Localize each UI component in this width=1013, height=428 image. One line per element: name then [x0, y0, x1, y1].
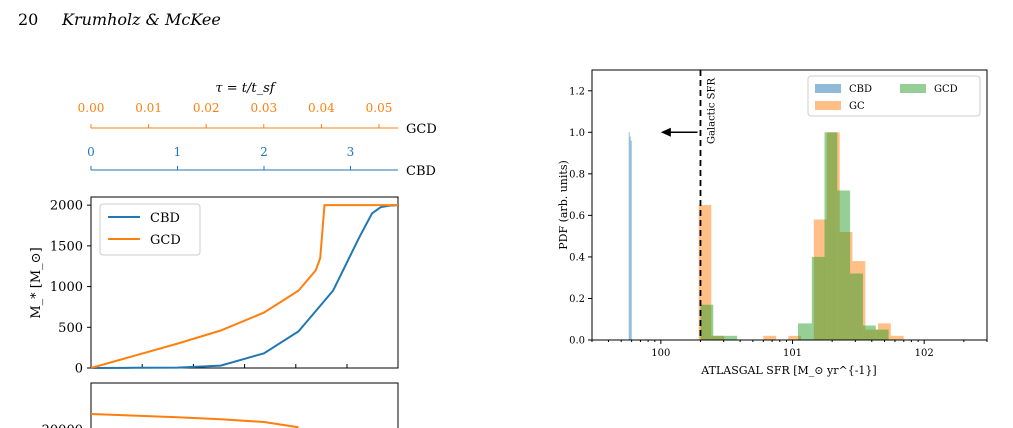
mass-legend: CBD GCD: [99, 203, 201, 256]
gcd-bar: [850, 273, 863, 340]
histogram-bars: [628, 132, 904, 340]
gcd-time-axis-label: GCD: [406, 122, 437, 137]
histogram-y-tick-label: 0.6: [569, 211, 585, 222]
gcd-time-tick-label: 0.04: [308, 101, 335, 115]
cbd-time-ticks: 0 1 2 3: [87, 145, 354, 170]
mass-y-tick-label: 500: [58, 321, 83, 336]
gcd-bar: [824, 132, 838, 340]
gcd-mass-line: [90, 204, 398, 369]
histogram-y-tick-label: 0.8: [569, 169, 585, 180]
gcd-bar: [700, 304, 714, 340]
cbd-legend-label: CBD: [849, 84, 872, 95]
gcd-bar: [713, 335, 726, 340]
histogram-y-tick-label: 1.0: [569, 128, 585, 139]
histogram-legend-box: [807, 75, 981, 117]
cbd-time-tick-label: 0: [87, 145, 95, 159]
cbd-time-axis-label: CBD: [406, 164, 436, 179]
cbd-bar: [630, 140, 632, 340]
gcd-time-tick-label: 0.03: [250, 101, 277, 115]
histogram-y-tick-label: 0.4: [569, 252, 585, 263]
gc-legend-swatch: [815, 101, 841, 110]
gcd-legend-label: GCD: [934, 84, 958, 95]
histogram-legend: CBD GC GCD: [807, 75, 981, 117]
mass-y-tick-label: 0: [75, 362, 83, 377]
histogram-frame: [591, 69, 988, 341]
cbd-bar: [628, 132, 630, 340]
mass-y-tick-label: 2000: [50, 199, 83, 214]
tau-axis-title: τ = t/t_sf: [215, 81, 276, 96]
gc-bar: [763, 335, 777, 340]
histogram-x-axis-label: ATLASGAL SFR [M_⊙ yr^{-1}]: [700, 364, 876, 377]
gcd-legend-swatch: [900, 84, 926, 93]
second-panel-series: [90, 413, 299, 428]
mass-y-ticks: 0 500 1000 1500 2000: [50, 199, 91, 377]
histogram-x-tick-label: 101: [783, 348, 802, 359]
mass-series: [90, 204, 399, 369]
second-panel-y-ticks: 20000: [42, 423, 83, 428]
second-panel-y-tick-label: 20000: [42, 423, 83, 428]
gcd-bar: [863, 325, 876, 340]
second-panel: 20000: [42, 382, 399, 428]
tau-axes: τ = t/t_sf 0.00 0.01 0.02 0.03 0.04 0.05 GCD …: [78, 81, 437, 179]
histogram-x-tick-label: 102: [915, 348, 934, 359]
galactic-sfr-annotation: Galactic SFR: [660, 70, 717, 340]
gcd-time-ticks: 0.00 0.01 0.02 0.03 0.04 0.05: [78, 101, 393, 128]
cbd-time-tick-label: 2: [260, 145, 268, 159]
histogram-y-tick-label: 0.2: [569, 294, 585, 305]
mass-y-tick-label: 1000: [50, 280, 83, 295]
second-panel-frame: [90, 382, 399, 428]
histogram-y-tick-label: 1.2: [569, 86, 585, 97]
gc-legend-label: GC: [849, 101, 865, 112]
histogram-y-ticks: 0.0 0.2 0.4 0.6 0.8 1.0 1.2: [569, 86, 592, 347]
gcd-time-tick-label: 0.05: [366, 101, 393, 115]
cbd-time-tick-label: 1: [174, 145, 182, 159]
mass-y-axis-label: M_* [M_⊙]: [29, 247, 44, 318]
gcd-time-tick-label: 0.01: [135, 101, 162, 115]
galactic-sfr-arrowhead: [660, 127, 671, 137]
sfr-histogram: 0.0 0.2 0.4 0.6 0.8 1.0 1.2 100 101 102 PDF (arb…: [557, 69, 988, 377]
page-number: 20: [18, 10, 39, 29]
cbd-legend-swatch: [815, 84, 841, 93]
histogram-y-axis-label: PDF (arb. units): [557, 160, 570, 250]
cbd-legend-label: CBD: [150, 211, 180, 226]
cbd-time-tick-label: 3: [347, 145, 355, 159]
mass-y-tick-label: 1500: [50, 239, 83, 254]
running-head-authors: Krumholz & McKee: [62, 10, 221, 29]
cbd-mass-line: [90, 204, 399, 369]
gcd-bar: [725, 335, 738, 340]
gc-bar: [788, 335, 801, 340]
gc-bar: [890, 335, 904, 340]
histogram-x-tick-label: 100: [651, 348, 670, 359]
gcd-time-tick-label: 0.02: [193, 101, 220, 115]
gcd-bar: [811, 256, 825, 340]
cbd-bar: [629, 136, 631, 340]
histogram-x-ticks: 100 101 102: [591, 340, 988, 359]
page-header: 20 Krumholz & McKee: [0, 0, 1013, 50]
gcd-bar: [875, 329, 889, 340]
gcd-legend-label: GCD: [150, 233, 181, 248]
stellar-mass-panel: 0 500 1000 1500 2000 M_* [M_⊙] CBD GCD: [29, 196, 399, 377]
histogram-y-tick-label: 0.0: [569, 336, 585, 347]
galactic-sfr-label: Galactic SFR: [706, 78, 717, 144]
gcd-bar: [798, 323, 812, 340]
gcd-bar: [837, 190, 851, 340]
gcd-time-tick-label: 0.00: [78, 101, 105, 115]
gcd-second-panel-line: [90, 413, 299, 428]
